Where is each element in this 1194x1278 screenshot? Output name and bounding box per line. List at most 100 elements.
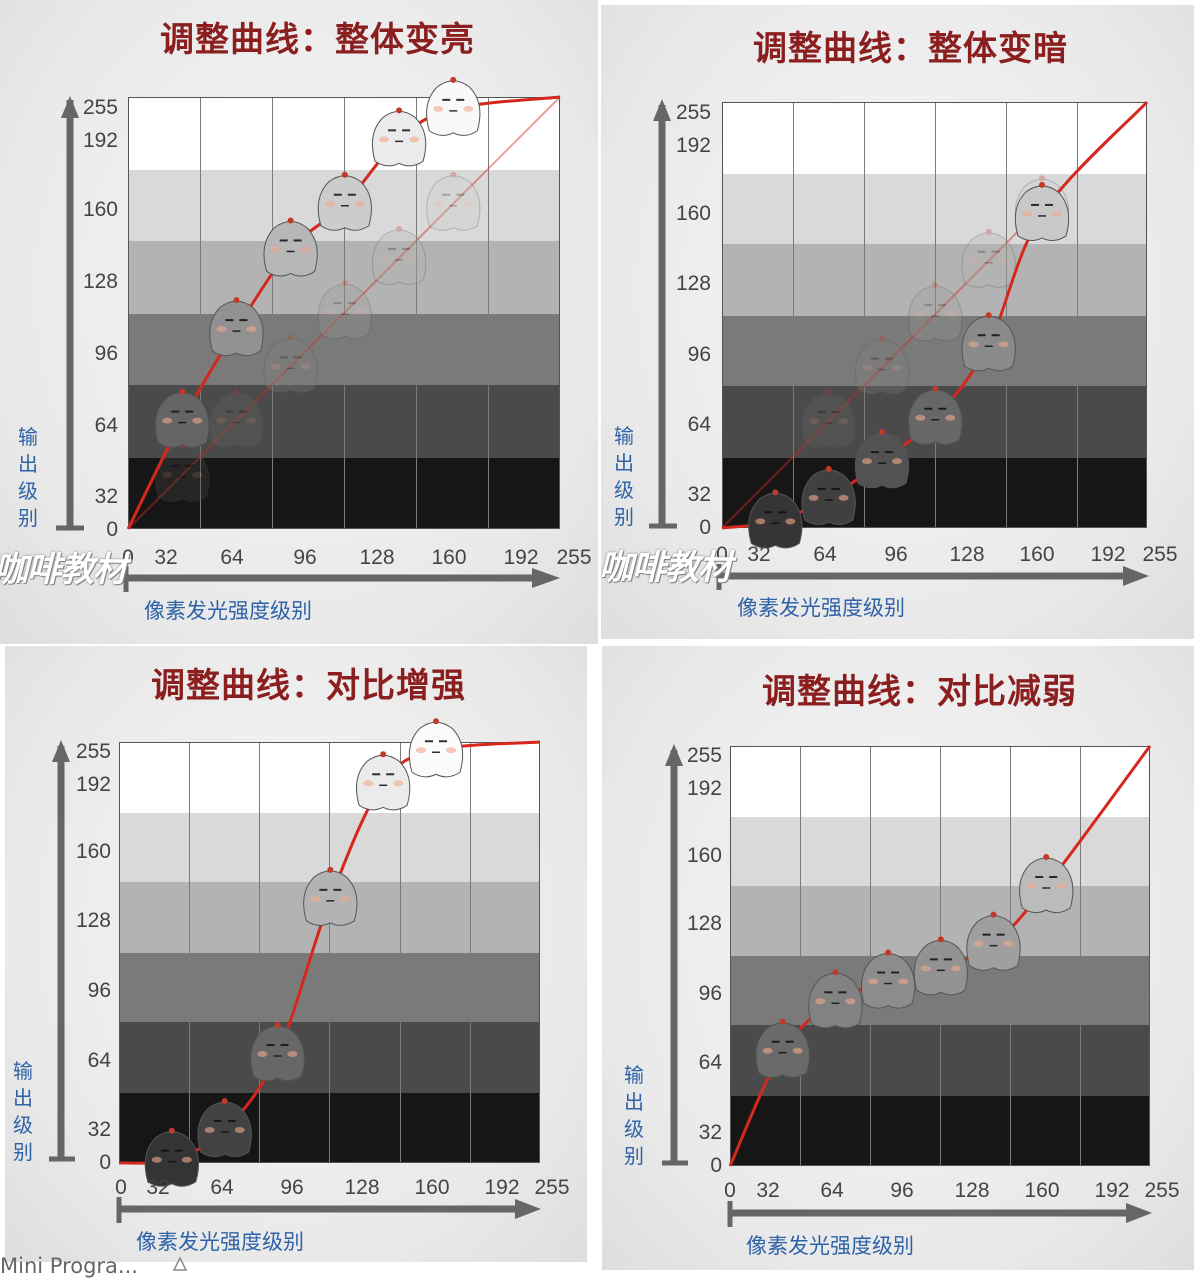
y-tick-label: 160 [75,840,111,863]
x-tick-label: 0 [122,546,134,569]
grid-border [119,742,540,1163]
x-tick-label: 192 [1094,1179,1130,1202]
mini-program-text[interactable]: Mini Progra... [0,1254,138,1278]
x-tick-label: 96 [884,543,908,566]
x-tick-label: 128 [359,546,395,569]
y-tick-label: 255 [675,101,711,124]
band-mid-gray [722,316,1147,386]
x-tick-label: 128 [954,1179,990,1202]
grid-border [128,97,560,529]
x-tick-label: 192 [484,1176,520,1199]
grid-line [935,102,936,528]
curve-overlay [649,99,1149,590]
mascot-character [356,751,411,811]
mascot-character [317,171,372,231]
grid-line [864,102,865,528]
y-tick-label: 160 [686,844,722,867]
x-tick-label: 0 [115,1176,127,1199]
y-tick-label: 192 [82,129,118,152]
x-tick-label: 32 [747,543,771,566]
y-tick-label: 128 [675,272,711,295]
grid-line [470,742,471,1163]
grid-line [1080,746,1081,1166]
x-tick-label: 64 [220,546,244,569]
mascot-character [263,217,318,277]
mascot-character [317,280,372,340]
grid-line [272,97,273,529]
adjust-curve [118,740,541,1165]
panel-title: 调整曲线：整体变暗 [753,29,1068,69]
mascot-character [209,388,264,448]
mascot-character [426,76,481,136]
x-tick-label: 255 [1144,1179,1180,1202]
y-axis-arrowhead [665,744,683,766]
y-tick-label: 255 [82,96,118,119]
mascot-character [144,1127,199,1187]
y-tick-label: 96 [698,982,722,1005]
mascot-character [197,1097,252,1158]
grid-border [722,102,1147,528]
grid-line [189,742,190,1163]
x-tick-label: 96 [890,1179,914,1202]
grid-line [1006,102,1007,528]
y-axis-title: 输出级别 [18,425,38,530]
y-tick-label: 160 [675,202,711,225]
mascot-character [748,489,803,549]
x-tick-label: 32 [154,546,178,569]
y-tick-label: 192 [686,777,722,800]
x-tick-label: 128 [344,1176,380,1199]
y-tick-label: 255 [686,744,722,767]
band-white [722,102,1147,174]
watermark-text: 咖啡教材 [0,550,127,590]
mascot-character [961,228,1016,288]
y-tick-label: 0 [710,1154,722,1177]
y-axis-title: 输出级别 [614,424,634,529]
watermark-text: 咖啡教材 [601,548,732,588]
mascot-character [913,936,968,996]
grid-line [329,742,330,1163]
mascot-character [303,866,358,926]
share-icon[interactable] [172,1256,188,1272]
mascot-character [860,949,916,1009]
x-tick-label: 0 [724,1179,736,1202]
mascot-character [426,171,481,231]
mascot-character [908,282,963,342]
x-tick-label: 160 [431,546,467,569]
y-axis-title: 输出级别 [13,1059,33,1164]
mascot-character [250,1022,305,1082]
x-tick-label: 32 [146,1176,170,1199]
y-tick-label: 0 [699,516,711,539]
mascot-character [209,297,264,357]
mascot-character [371,225,427,285]
y-tick-label: 0 [106,518,118,541]
x-tick-label: 255 [1142,543,1178,566]
mascot-character [908,385,963,445]
y-axis-title: 输出级别 [624,1063,644,1168]
level-grid [722,102,1147,528]
curve-panel-darken: 调整曲线：整体变暗 255 192 160 128 96 64 32 0 0 3… [601,5,1194,639]
level-grid [119,742,540,1163]
grid-line [800,746,801,1166]
x-tick-label: 255 [534,1176,570,1199]
y-axis-arrowhead [653,99,671,121]
mascot-character [755,1018,810,1078]
y-tick-label: 128 [75,909,111,932]
curve-overlay [56,76,561,592]
x-axis-arrowhead [532,568,560,588]
y-axis-arrowhead [61,96,79,118]
x-tick-label: 160 [1024,1179,1060,1202]
x-axis-arrowhead [515,1199,541,1219]
grid-border [730,746,1150,1166]
grid-line [1077,102,1078,528]
x-tick-label: 192 [1090,543,1126,566]
x-tick-label: 64 [813,543,837,566]
grid-line [400,742,401,1163]
x-tick-label: 128 [949,543,985,566]
mascot-character [961,312,1016,372]
x-tick-label: 192 [503,546,539,569]
grid-line [870,746,871,1166]
y-tick-label: 96 [687,343,711,366]
x-tick-label: 64 [210,1176,234,1199]
mascot-character [801,465,856,525]
y-tick-label: 192 [75,773,111,796]
